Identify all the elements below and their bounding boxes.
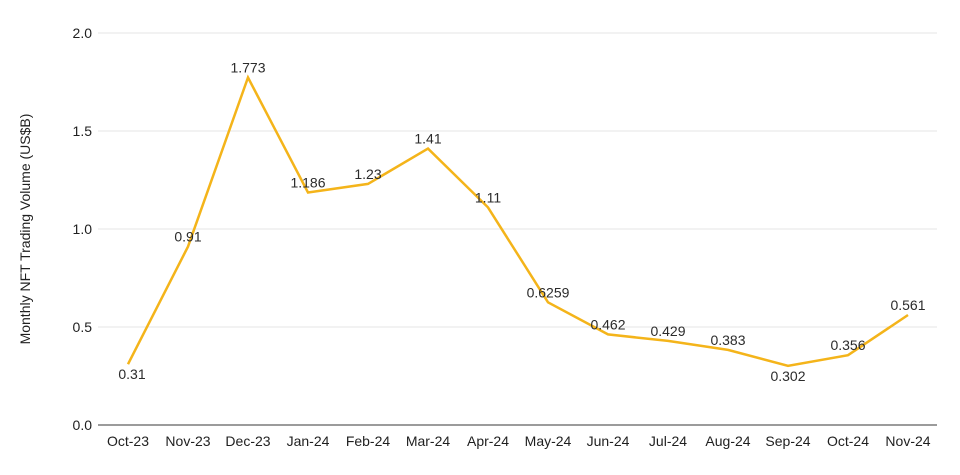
trend-line bbox=[126, 74, 909, 368]
data-point-label: 0.383 bbox=[710, 332, 745, 348]
data-point-label: 1.773 bbox=[230, 59, 265, 75]
labels-layer: 0.31 0.91 1.773 1.186 1.23 1.41 1.11 0.6259 0.46… bbox=[118, 59, 925, 383]
series-layer bbox=[126, 74, 909, 368]
x-tick-label: Oct-24 bbox=[827, 433, 869, 449]
x-tick-label: Jun-24 bbox=[587, 433, 630, 449]
y-tick-label: 2.0 bbox=[73, 25, 93, 41]
y-axis-title: Monthly NFT Trading Volume (US$B) bbox=[17, 114, 33, 345]
x-tick-label: Dec-23 bbox=[225, 433, 270, 449]
x-tick-label: Jan-24 bbox=[287, 433, 330, 449]
data-point-label: 1.23 bbox=[354, 166, 381, 182]
data-point-label: 0.302 bbox=[770, 368, 805, 384]
x-tick-label: Sep-24 bbox=[765, 433, 810, 449]
data-point-label: 0.91 bbox=[174, 229, 201, 245]
x-tick-label: Jul-24 bbox=[649, 433, 687, 449]
x-tick-label: Aug-24 bbox=[705, 433, 750, 449]
data-point-label: 1.186 bbox=[290, 175, 325, 191]
data-point-label: 1.41 bbox=[414, 131, 441, 147]
y-tick-label: 0.5 bbox=[73, 319, 93, 335]
x-tick-label: Mar-24 bbox=[406, 433, 451, 449]
x-tick-label: Feb-24 bbox=[346, 433, 391, 449]
data-point-label: 0.6259 bbox=[527, 284, 570, 300]
data-point-label: 1.11 bbox=[475, 189, 501, 205]
data-point-label: 0.31 bbox=[118, 366, 145, 382]
x-tick-label: Oct-23 bbox=[107, 433, 149, 449]
data-point-label: 0.356 bbox=[830, 337, 865, 353]
gridlines-layer: 0.0 0.5 1.0 1.5 2.0 Oct-23 Nov-23 Dec-23 Jan-24 F… bbox=[73, 25, 937, 449]
y-tick-label: 1.5 bbox=[73, 123, 93, 139]
x-tick-label: Nov-24 bbox=[885, 433, 930, 449]
x-tick-label: Nov-23 bbox=[165, 433, 210, 449]
x-tick-label: Apr-24 bbox=[467, 433, 509, 449]
data-point-label: 0.462 bbox=[590, 316, 625, 332]
data-point-label: 0.561 bbox=[890, 297, 925, 313]
y-tick-label: 1.0 bbox=[73, 221, 93, 237]
data-point-label: 0.429 bbox=[650, 323, 685, 339]
y-tick-label: 0.0 bbox=[73, 417, 93, 433]
x-tick-label: May-24 bbox=[525, 433, 572, 449]
